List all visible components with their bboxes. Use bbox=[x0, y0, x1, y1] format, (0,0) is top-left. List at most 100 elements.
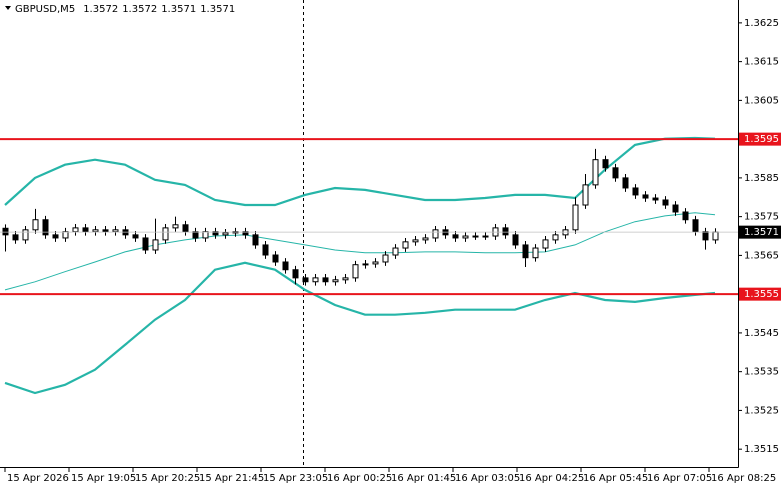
candle-body bbox=[642, 194, 649, 199]
header-values: 1.3572 1.3572 1.3571 1.3571 bbox=[83, 4, 235, 15]
candle-body bbox=[182, 224, 189, 233]
candle-body bbox=[342, 277, 349, 281]
candle-body bbox=[192, 231, 199, 239]
x-tick-label: 15 Apr 2026 bbox=[7, 473, 69, 484]
y-tick-label: 1.3615 bbox=[744, 57, 779, 68]
x-tick-label: 16 Apr 03:05 bbox=[455, 473, 520, 484]
candle-body bbox=[292, 269, 299, 279]
candle-body bbox=[532, 247, 539, 259]
candle-body bbox=[372, 261, 379, 265]
candle-body bbox=[612, 167, 619, 179]
candle-body bbox=[692, 219, 699, 233]
candle-body bbox=[422, 237, 429, 241]
candle-body bbox=[652, 197, 659, 201]
candle-body bbox=[622, 177, 629, 189]
header-value: 1.3572 bbox=[122, 4, 157, 15]
candle-body bbox=[222, 232, 229, 236]
candle-body bbox=[432, 229, 439, 239]
x-tick-label: 16 Apr 07:05 bbox=[647, 473, 712, 484]
candle-body bbox=[2, 227, 9, 236]
candle-body bbox=[202, 231, 209, 239]
x-tick-label: 16 Apr 05:45 bbox=[583, 473, 648, 484]
candle-body bbox=[412, 239, 419, 243]
candle-body bbox=[92, 229, 99, 233]
candle-body bbox=[262, 244, 269, 256]
candle-body bbox=[662, 199, 669, 206]
last-price-box bbox=[739, 225, 781, 239]
level-label-box bbox=[739, 287, 781, 301]
candle-body bbox=[472, 235, 479, 238]
candle-body bbox=[72, 227, 79, 233]
candle-body bbox=[572, 204, 579, 231]
candle-body bbox=[592, 159, 599, 186]
candle-body bbox=[212, 231, 219, 236]
candle-body bbox=[552, 234, 559, 241]
y-tick-label: 1.3565 bbox=[744, 250, 779, 261]
y-tick-label: 1.3525 bbox=[744, 405, 779, 416]
candle-body bbox=[672, 204, 679, 213]
candle-body bbox=[172, 224, 179, 229]
candle-body bbox=[542, 239, 549, 249]
candle-body bbox=[112, 229, 119, 233]
candle-body bbox=[512, 234, 519, 246]
x-tick-label: 15 Apr 23:05 bbox=[263, 473, 328, 484]
candle-body bbox=[352, 264, 359, 279]
candle-body bbox=[312, 277, 319, 283]
candle-body bbox=[582, 184, 589, 206]
candle-body bbox=[272, 254, 279, 263]
candle-body bbox=[142, 237, 149, 251]
header-value: 1.3571 bbox=[200, 4, 235, 15]
candle-body bbox=[12, 234, 19, 241]
y-tick-label: 1.3575 bbox=[744, 212, 779, 223]
x-tick-label: 15 Apr 19:05 bbox=[71, 473, 136, 484]
candle-body bbox=[452, 234, 459, 239]
candle-body bbox=[162, 227, 169, 241]
x-tick-label: 16 Apr 08:25 bbox=[711, 473, 776, 484]
candle-body bbox=[392, 247, 399, 256]
candle-body bbox=[682, 211, 689, 221]
candle-body bbox=[482, 235, 489, 238]
candle-body bbox=[362, 263, 369, 266]
candle-body bbox=[332, 279, 339, 283]
y-tick-label: 1.3605 bbox=[744, 95, 779, 106]
candle-body bbox=[602, 159, 609, 169]
candle-body bbox=[42, 219, 49, 236]
header-value: 1.3571 bbox=[161, 4, 196, 15]
x-tick-label: 16 Apr 00:25 bbox=[327, 473, 392, 484]
candle-body bbox=[52, 234, 59, 239]
x-tick-label: 16 Apr 04:25 bbox=[519, 473, 584, 484]
y-tick-label: 1.3515 bbox=[744, 444, 779, 455]
candle-body bbox=[242, 231, 249, 236]
level-label-box bbox=[739, 132, 781, 146]
plot-area bbox=[0, 136, 738, 395]
last-price-label: 1.3571 bbox=[744, 227, 779, 238]
candle-body bbox=[62, 231, 69, 239]
candle-body bbox=[102, 229, 109, 233]
y-tick-label: 1.3545 bbox=[744, 328, 779, 339]
level-label: 1.3555 bbox=[744, 289, 779, 300]
candle-body bbox=[322, 277, 329, 283]
x-tick-label: 16 Apr 01:45 bbox=[391, 473, 456, 484]
candle-body bbox=[462, 235, 469, 239]
candle-body bbox=[522, 244, 529, 259]
candle-body bbox=[252, 234, 259, 246]
chart-title: GBPUSD,M5 bbox=[15, 4, 75, 15]
level-label: 1.3595 bbox=[744, 134, 779, 145]
band-line bbox=[4, 261, 716, 395]
candle-body bbox=[22, 229, 29, 241]
candle-body bbox=[32, 219, 39, 231]
y-tick-label: 1.3625 bbox=[744, 18, 779, 29]
y-tick-label: 1.3535 bbox=[744, 367, 779, 378]
candle-body bbox=[302, 277, 309, 283]
header-value: 1.3572 bbox=[83, 4, 118, 15]
x-tick-label: 15 Apr 20:25 bbox=[135, 473, 200, 484]
candle-body bbox=[132, 234, 139, 239]
candle-body bbox=[702, 231, 709, 241]
candle-body bbox=[712, 231, 719, 241]
y-tick-label: 1.3585 bbox=[744, 173, 779, 184]
menu-arrow[interactable] bbox=[5, 6, 11, 10]
candle-body bbox=[632, 187, 639, 196]
